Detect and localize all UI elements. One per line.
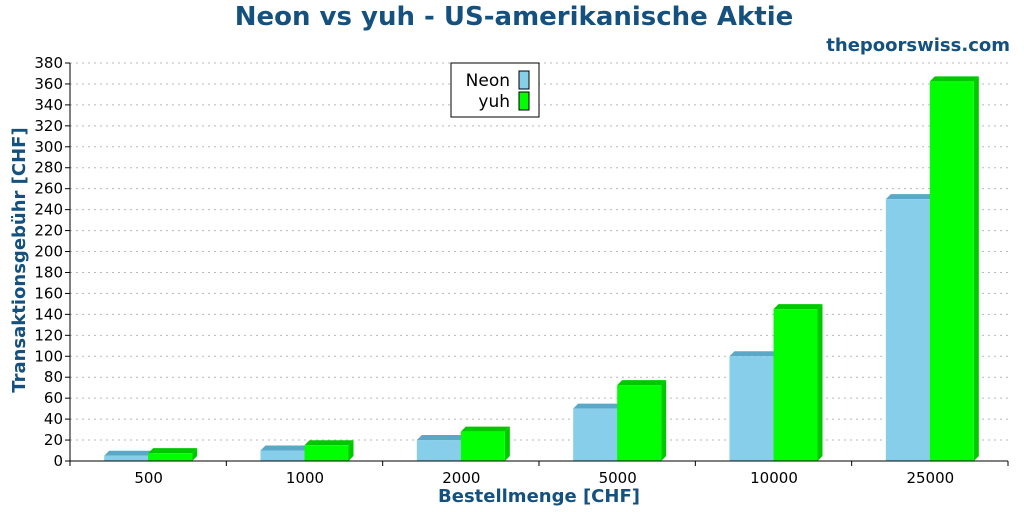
bar-side-yuh — [192, 448, 198, 461]
y-tick-label: 320 — [34, 117, 63, 135]
x-tick-label: 25000 — [906, 469, 954, 487]
y-ticks: 0 20 40 60 80 100 120 140 160 180 200 220 240 260 280 3… — [34, 54, 70, 470]
bar-top-yuh — [929, 76, 979, 82]
bar-neon — [573, 408, 618, 461]
legend-label-yuh: yuh — [478, 92, 510, 112]
bar-yuh — [304, 445, 349, 461]
chart-title: Neon vs yuh - US-amerikanische Aktie — [235, 2, 794, 32]
bar-neon — [885, 199, 930, 461]
x-ticks: 500 1000 2000 5000 10000 25000 — [69, 461, 1009, 487]
y-tick-label: 80 — [44, 368, 63, 386]
bar-top-neon — [104, 450, 154, 456]
bar-side-yuh — [817, 304, 823, 461]
bar-top-neon — [573, 403, 623, 409]
bar-side-yuh — [504, 426, 510, 461]
y-tick-label: 340 — [34, 96, 63, 114]
legend-label-neon: Neon — [466, 71, 510, 91]
bar-neon — [260, 450, 305, 461]
legend-swatch-neon — [518, 70, 530, 90]
y-tick-label: 120 — [34, 326, 63, 344]
bar-yuh — [773, 309, 818, 461]
bar-yuh — [460, 431, 505, 461]
bar-top-yuh — [148, 448, 198, 454]
y-tick-label: 160 — [34, 284, 63, 302]
x-tick-label: 500 — [134, 469, 163, 487]
y-tick-label: 220 — [34, 222, 63, 240]
bar-yuh — [929, 81, 974, 461]
x-axis-title: Bestellmenge [CHF] — [438, 486, 640, 507]
y-tick-label: 20 — [44, 431, 63, 449]
bar-side-yuh — [348, 440, 354, 461]
bar-neon — [416, 440, 461, 461]
y-tick-label: 0 — [53, 452, 63, 470]
bar-neon — [729, 356, 774, 461]
bar-top-neon — [416, 435, 466, 441]
x-tick-label: 10000 — [750, 469, 798, 487]
bar-top-neon — [729, 351, 779, 357]
y-axis-title: Transaktionsgebühr [CHF] — [9, 127, 30, 392]
y-tick-label: 380 — [34, 54, 63, 72]
y-tick-label: 240 — [34, 201, 63, 219]
x-tick-label: 1000 — [286, 469, 324, 487]
y-tick-label: 60 — [44, 389, 63, 407]
y-tick-label: 260 — [34, 180, 63, 198]
watermark: thepoorswiss.com — [826, 35, 1010, 56]
bar-yuh — [617, 385, 662, 461]
bar-top-yuh — [773, 304, 823, 310]
legend: Neon yuh — [450, 62, 540, 118]
x-tick-label: 5000 — [599, 469, 637, 487]
y-tick-label: 300 — [34, 138, 63, 156]
grid — [70, 62, 1008, 441]
y-tick-label: 40 — [44, 410, 63, 428]
y-tick-label: 140 — [34, 305, 63, 323]
bar-top-yuh — [460, 426, 510, 432]
y-tick-label: 280 — [34, 159, 63, 177]
y-tick-label: 200 — [34, 243, 63, 261]
bar-yuh — [148, 453, 193, 461]
legend-swatch-yuh — [518, 91, 530, 111]
bar-top-yuh — [304, 440, 354, 446]
bars — [104, 76, 979, 461]
bar-top-neon — [260, 445, 310, 451]
bar-side-yuh — [661, 380, 667, 461]
bar-top-neon — [885, 194, 935, 200]
bar-neon — [104, 455, 149, 461]
y-tick-label: 360 — [34, 75, 63, 93]
y-tick-label: 180 — [34, 263, 63, 281]
y-tick-label: 100 — [34, 347, 63, 365]
bar-top-yuh — [617, 380, 667, 386]
x-tick-label: 2000 — [442, 469, 480, 487]
axes — [69, 63, 1008, 462]
bar-side-yuh — [973, 76, 979, 461]
